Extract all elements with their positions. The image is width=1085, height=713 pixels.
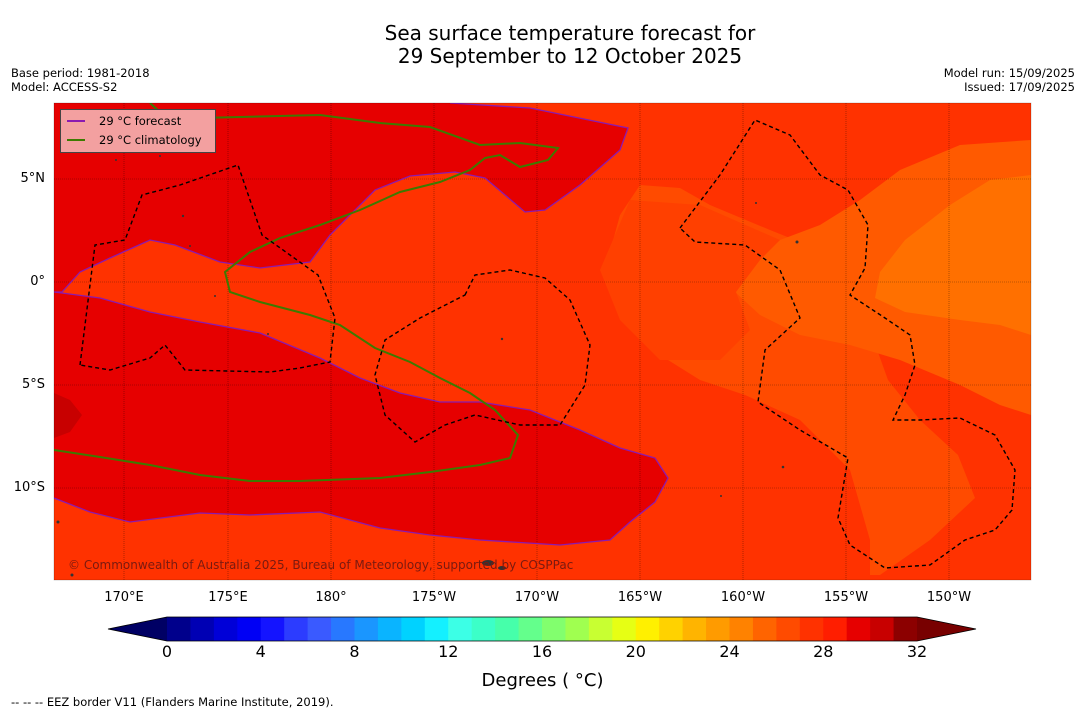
colorbar-segment: [260, 617, 285, 641]
meta-right: Model run: 15/09/2025 Issued: 17/09/2025: [944, 66, 1075, 94]
colorbar-segment: [659, 617, 684, 641]
colorbar-segment: [729, 617, 754, 641]
legend-forecast: 29 °C forecast: [67, 113, 181, 129]
colorbar-segment: [354, 617, 379, 641]
sst-zone-east-28: [875, 175, 1031, 335]
lon-label-165w: 165°W: [617, 590, 663, 605]
colorbar-tick-label: 12: [438, 642, 459, 661]
colorbar-segment: [331, 617, 355, 641]
colorbar-max-extend: [917, 617, 976, 641]
colorbar-segment: [518, 617, 543, 641]
lat-label-10s: 10°S: [13, 480, 45, 495]
colorbar-label: Degrees ( °C): [481, 670, 604, 691]
model-name: Model: ACCESS-S2: [11, 80, 118, 94]
colorbar-segment: [213, 617, 238, 641]
colorbar-tick-label: 32: [906, 642, 928, 661]
colorbar-segment: [377, 617, 402, 641]
legend-forecast-label: 29 °C forecast: [99, 114, 182, 128]
forecast-contour-north: [54, 103, 629, 293]
colorbar-segment: [706, 617, 730, 641]
colorbar-segment: [870, 617, 895, 641]
eez-borders: [79, 119, 1016, 569]
legend: 29 °C forecast 29 °C climatology: [60, 109, 216, 153]
colorbar-segment: [471, 617, 496, 641]
sst-zone-hot: [54, 393, 82, 438]
colorbar-tick-label: 24: [719, 642, 740, 661]
colorbar-segment: [612, 617, 637, 641]
colorbar-tick-label: 16: [531, 642, 553, 661]
lon-label-180: 180°: [315, 590, 347, 605]
lon-label-170e: 170°E: [104, 590, 144, 605]
colorbar-tick-label: 20: [625, 642, 646, 661]
colorbar-segment: [846, 617, 871, 641]
climatology-swatch: [67, 139, 85, 141]
title-line-1: Sea surface temperature forecast for: [384, 21, 756, 45]
climatology-contour-north: [54, 103, 560, 482]
colorbar-tick-label: 8: [349, 642, 360, 661]
copyright: © Commonwealth of Australia 2025, Bureau…: [68, 558, 574, 572]
meta-left: Base period: 1981-2018 Model: ACCESS-S2: [11, 66, 150, 94]
colorbar-segment: [588, 617, 613, 641]
model-run: Model run: 15/09/2025: [943, 66, 1075, 80]
colorbar-segment: [307, 617, 332, 641]
forecast-contour-south: [54, 291, 669, 546]
colorbar-segment: [893, 617, 918, 641]
colorbar-segment: [823, 617, 848, 641]
colorbar-tick-label: 4: [255, 642, 266, 661]
colorbar-segment: [448, 617, 473, 641]
footnote: -- -- -- EEZ border V11 (Flanders Marine…: [11, 695, 334, 709]
colorbar-min-extend: [108, 617, 167, 641]
sst-zone-south: [54, 292, 668, 545]
colorbar-segment: [565, 617, 590, 641]
lon-label-155w: 155°W: [823, 590, 869, 605]
chart-title: Sea surface temperature forecast for 29 …: [0, 22, 1085, 68]
colorbar-segment: [776, 617, 801, 641]
colorbar-segment: [495, 617, 520, 641]
base-period: Base period: 1981-2018: [11, 66, 150, 80]
lat-label-0: 0°: [30, 274, 45, 289]
colorbar-segment: [424, 617, 449, 641]
colorbar-segment: [682, 617, 707, 641]
islands: [56, 155, 799, 577]
forecast-swatch: [67, 120, 85, 122]
colorbar: [107, 616, 977, 642]
lon-label-160w: 160°W: [720, 590, 766, 605]
colorbar-segment: [401, 617, 426, 641]
title-line-2: 29 September to 12 October 2025: [397, 44, 743, 68]
issued-date: Issued: 17/09/2025: [964, 80, 1075, 94]
lon-label-175w: 175°W: [411, 590, 457, 605]
colorbar-segment: [167, 617, 191, 641]
colorbar-segment: [190, 617, 215, 641]
colorbar-segment: [284, 617, 309, 641]
colorbar-tick-label: 0: [161, 642, 173, 661]
lat-label-5s: 5°S: [21, 377, 45, 392]
colorbar-segment: [752, 617, 777, 641]
map-frame: [53, 102, 1032, 581]
colorbar-segment: [635, 617, 660, 641]
colorbar-tick-label: 28: [813, 642, 834, 661]
lat-label-5n: 5°N: [20, 171, 46, 186]
grid-lines: [54, 103, 1031, 580]
colorbar-segment: [799, 617, 824, 641]
lon-label-150w: 150°W: [926, 590, 972, 605]
colorbar-segment: [237, 617, 262, 641]
sst-zone-east-29: [600, 200, 780, 360]
colorbar-segment: [542, 617, 566, 641]
lon-label-170w: 170°W: [514, 590, 560, 605]
legend-climatology: 29 °C climatology: [67, 132, 202, 148]
lon-label-175e: 175°E: [208, 590, 248, 605]
legend-climatology-label: 29 °C climatology: [99, 133, 202, 147]
colorbar-outline: [107, 616, 977, 642]
